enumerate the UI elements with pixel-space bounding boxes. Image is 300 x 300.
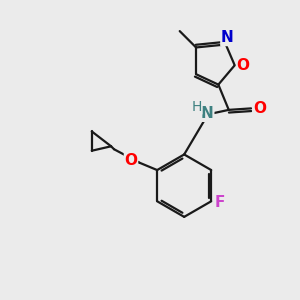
Text: O: O bbox=[236, 58, 250, 73]
Text: N: N bbox=[221, 30, 234, 45]
Text: O: O bbox=[124, 153, 137, 168]
Text: H: H bbox=[191, 100, 202, 114]
Text: N: N bbox=[201, 106, 214, 121]
Text: F: F bbox=[214, 195, 225, 210]
Text: O: O bbox=[253, 101, 266, 116]
